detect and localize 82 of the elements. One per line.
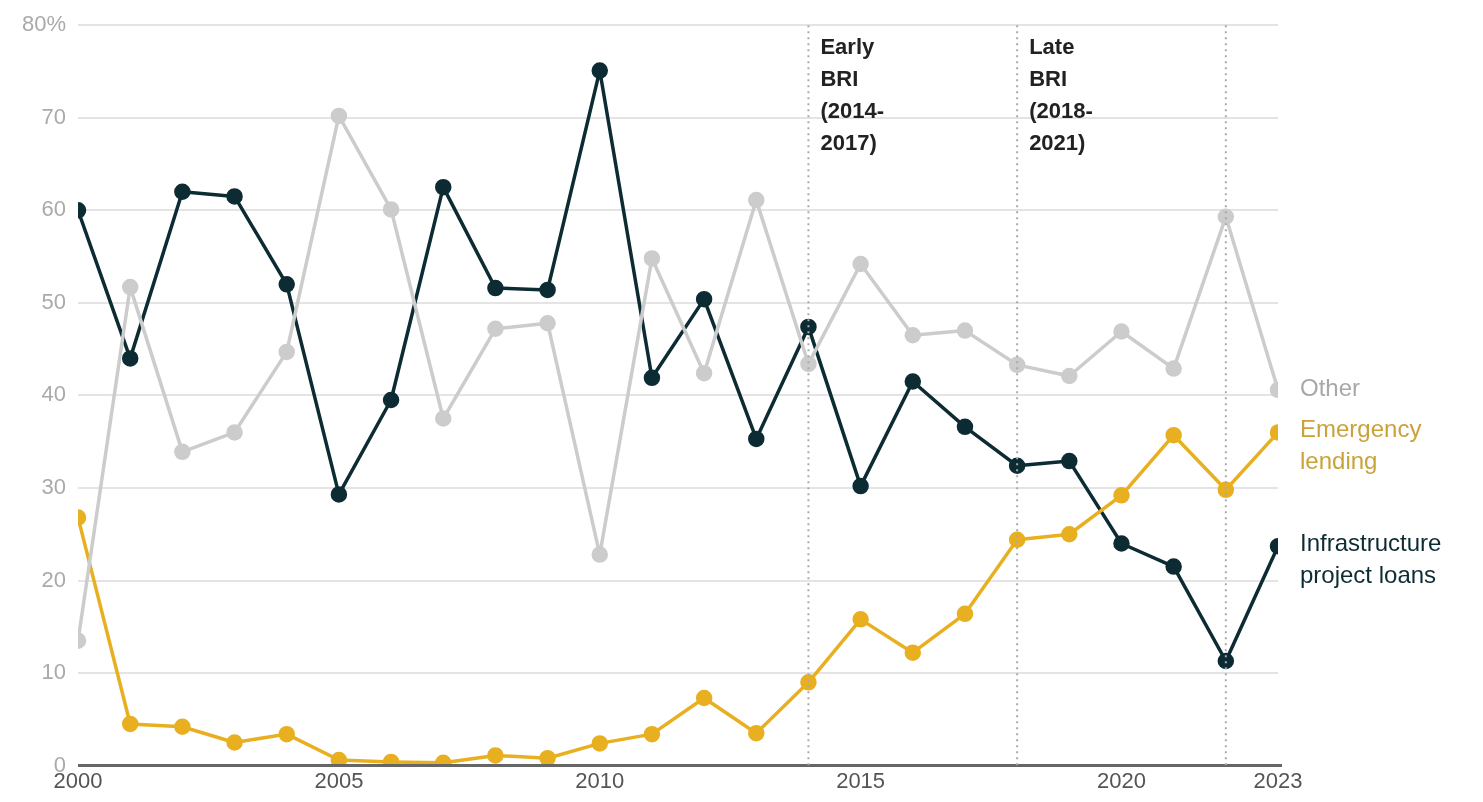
y-tick-label: 80% xyxy=(21,11,67,37)
point xyxy=(278,725,295,743)
point xyxy=(330,107,348,125)
point xyxy=(852,611,869,628)
point xyxy=(487,279,504,297)
series-label: Other xyxy=(1300,374,1361,402)
point xyxy=(904,326,922,344)
point xyxy=(434,410,452,427)
point xyxy=(174,718,191,735)
x-tick-label: 2020 xyxy=(1097,767,1146,793)
point xyxy=(800,318,817,336)
point xyxy=(1008,356,1026,374)
point xyxy=(1113,323,1130,340)
point xyxy=(852,255,869,273)
point xyxy=(434,178,452,196)
point xyxy=(591,735,609,752)
point xyxy=(382,391,400,409)
point xyxy=(956,418,974,436)
point xyxy=(643,725,661,743)
x-tick-label: 2023 xyxy=(1253,767,1303,793)
point xyxy=(278,276,295,293)
y-tick-label: 20 xyxy=(41,566,67,592)
point xyxy=(1061,452,1078,470)
point xyxy=(695,364,713,382)
point xyxy=(643,369,661,387)
point xyxy=(226,424,243,441)
point xyxy=(1061,525,1078,543)
y-tick-label: 10 xyxy=(41,659,67,685)
point xyxy=(1217,652,1235,670)
point xyxy=(382,201,400,218)
point xyxy=(1008,457,1026,474)
point xyxy=(1165,426,1182,444)
point xyxy=(121,350,139,367)
point xyxy=(591,62,609,79)
x-tick-label: 2005 xyxy=(314,767,364,793)
y-tick-label: 70 xyxy=(41,103,67,129)
point xyxy=(800,674,817,691)
point xyxy=(1217,481,1235,499)
x-tick-label: 2010 xyxy=(575,767,625,793)
y-tick-label: 50 xyxy=(41,288,67,314)
point xyxy=(852,477,869,495)
ref-line-label: Early BRI (2014- 2017) xyxy=(820,34,885,156)
point xyxy=(643,250,661,267)
series-label: Infrastructure project loans xyxy=(1300,528,1442,588)
point xyxy=(330,486,348,503)
point xyxy=(174,443,191,461)
series-label: Emergency lending xyxy=(1300,415,1422,475)
point xyxy=(330,751,348,766)
point xyxy=(487,747,504,764)
point xyxy=(1165,558,1182,575)
point xyxy=(1217,208,1235,226)
point xyxy=(1061,367,1078,385)
point xyxy=(1008,531,1026,549)
point xyxy=(226,734,243,751)
point xyxy=(487,320,504,338)
ref-line-label: Late BRI (2018- 2021) xyxy=(1029,34,1093,156)
point xyxy=(904,373,922,390)
x-tick-label: 2015 xyxy=(836,767,886,793)
point xyxy=(748,430,765,448)
point xyxy=(695,689,713,707)
point xyxy=(121,715,139,733)
point xyxy=(904,644,922,661)
point xyxy=(121,278,139,296)
point xyxy=(591,546,609,563)
point xyxy=(800,355,817,373)
point xyxy=(539,314,556,332)
point xyxy=(1113,487,1130,504)
y-tick-label: 30 xyxy=(41,474,67,500)
point xyxy=(174,183,191,201)
point xyxy=(748,724,765,742)
point xyxy=(278,343,295,361)
point xyxy=(1165,360,1182,377)
point xyxy=(956,322,974,339)
y-tick-label: 40 xyxy=(41,381,67,407)
point xyxy=(748,191,765,209)
point xyxy=(695,290,713,308)
point xyxy=(226,188,243,205)
point xyxy=(1113,535,1130,552)
y-tick-label: 60 xyxy=(41,196,67,222)
point xyxy=(539,281,556,299)
point xyxy=(956,605,974,623)
point xyxy=(539,749,556,766)
